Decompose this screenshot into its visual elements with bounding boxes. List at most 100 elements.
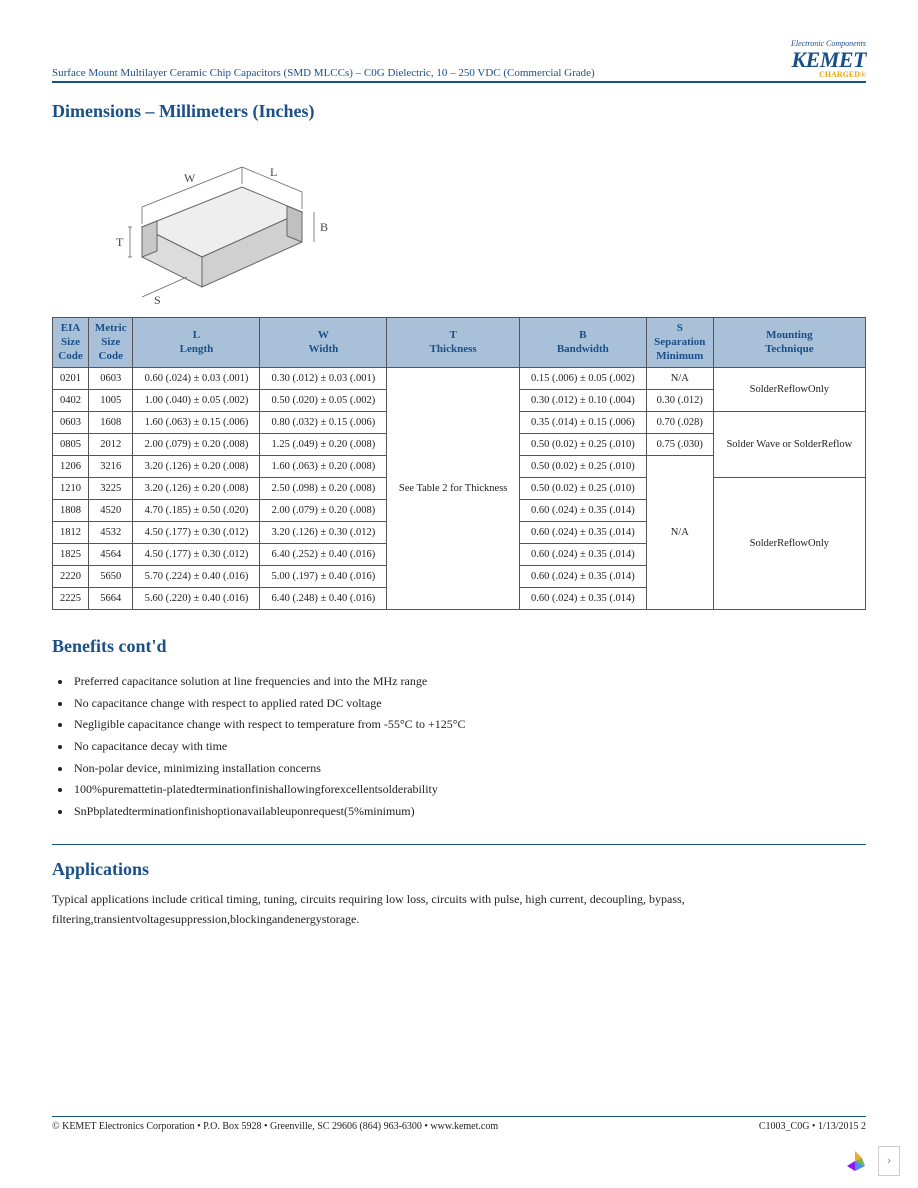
table-cell: 0.35 (.014) ± 0.15 (.006) [519, 412, 646, 434]
table-cell: 4520 [89, 500, 133, 522]
list-item: Non-polar device, minimizing installatio… [72, 758, 866, 780]
table-cell: 0.60 (.024) ± 0.03 (.001) [133, 368, 260, 390]
table-cell: 5.70 (.224) ± 0.40 (.016) [133, 566, 260, 588]
table-cell: N/A [646, 368, 713, 390]
table-cell: 2.00 (.079) ± 0.20 (.008) [260, 500, 387, 522]
table-cell: 3216 [89, 456, 133, 478]
applications-text: Typical applications include critical ti… [52, 890, 866, 928]
table-cell: 4.70 (.185) ± 0.50 (.020) [133, 500, 260, 522]
table-cell: 5664 [89, 588, 133, 610]
list-item: Preferred capacitance solution at line f… [72, 671, 866, 693]
table-cell: 0.50 (0.02) ± 0.25 (.010) [519, 456, 646, 478]
document-title: Surface Mount Multilayer Ceramic Chip Ca… [52, 67, 595, 79]
footer-right: C1003_C0G • 1/13/2015 2 [759, 1121, 866, 1132]
table-cell: 0.15 (.006) ± 0.05 (.002) [519, 368, 646, 390]
table-cell: 0201 [53, 368, 89, 390]
table-cell: 2.00 (.079) ± 0.20 (.008) [133, 434, 260, 456]
table-cell: 6.40 (.248) ± 0.40 (.016) [260, 588, 387, 610]
applications-heading: Applications [52, 859, 866, 880]
table-cell: 4532 [89, 522, 133, 544]
table-cell: 2220 [53, 566, 89, 588]
table-cell: 0.60 (.024) ± 0.35 (.014) [519, 566, 646, 588]
benefits-list: Preferred capacitance solution at line f… [72, 671, 866, 822]
table-cell: SolderReflowOnly [713, 368, 865, 412]
table-cell: 1812 [53, 522, 89, 544]
diagram-label-w: W [184, 171, 196, 185]
table-cell: 4.50 (.177) ± 0.30 (.012) [133, 544, 260, 566]
table-cell: 3.20 (.126) ± 0.30 (.012) [260, 522, 387, 544]
table-cell: 1825 [53, 544, 89, 566]
nav-logo-icon [842, 1148, 868, 1174]
table-header-cell: EIASizeCode [53, 318, 89, 368]
table-cell: 1808 [53, 500, 89, 522]
dimensions-heading: Dimensions – Millimeters (Inches) [52, 101, 866, 122]
table-cell: 0805 [53, 434, 89, 456]
table-cell: 3.20 (.126) ± 0.20 (.008) [133, 478, 260, 500]
diagram-label-s: S [154, 293, 161, 307]
table-cell: 1.60 (.063) ± 0.20 (.008) [260, 456, 387, 478]
list-item: Negligible capacitance change with respe… [72, 714, 866, 736]
diagram-label-t: T [116, 235, 124, 249]
table-cell: 0402 [53, 390, 89, 412]
table-cell: 4.50 (.177) ± 0.30 (.012) [133, 522, 260, 544]
table-cell: 0.80 (.032) ± 0.15 (.006) [260, 412, 387, 434]
table-header-cell: MetricSizeCode [89, 318, 133, 368]
table-cell: 1206 [53, 456, 89, 478]
table-cell: 0.75 (.030) [646, 434, 713, 456]
table-cell: 0603 [53, 412, 89, 434]
list-item: 100%puremattetin-platedterminationfinish… [72, 779, 866, 801]
benefits-heading: Benefits cont'd [52, 636, 866, 657]
section-divider [52, 844, 866, 845]
page-footer: © KEMET Electronics Corporation • P.O. B… [52, 1116, 866, 1132]
table-cell: 0.30 (.012) ± 0.03 (.001) [260, 368, 387, 390]
table-row: 020106030.60 (.024) ± 0.03 (.001)0.30 (.… [53, 368, 866, 390]
page-content: Surface Mount Multilayer Ceramic Chip Ca… [0, 0, 918, 929]
table-cell: N/A [646, 456, 713, 610]
table-cell: 0.60 (.024) ± 0.35 (.014) [519, 544, 646, 566]
table-cell: 0603 [89, 368, 133, 390]
table-cell: 1608 [89, 412, 133, 434]
table-cell: 2.50 (.098) ± 0.20 (.008) [260, 478, 387, 500]
diagram-label-b: B [320, 220, 328, 234]
table-cell: 1.60 (.063) ± 0.15 (.006) [133, 412, 260, 434]
table-cell: 0.60 (.024) ± 0.35 (.014) [519, 588, 646, 610]
table-header-cell: BBandwidth [519, 318, 646, 368]
list-item: SnPbplatedterminationfinishoptionavailab… [72, 801, 866, 823]
table-cell: 2012 [89, 434, 133, 456]
table-cell: 0.60 (.024) ± 0.35 (.014) [519, 500, 646, 522]
logo-subtext: CHARGED® [791, 71, 866, 79]
table-cell: 5.00 (.197) ± 0.40 (.016) [260, 566, 387, 588]
brand-logo: Electronic Components KEMET CHARGED® [791, 40, 866, 79]
table-header-cell: WWidth [260, 318, 387, 368]
table-header-cell: MountingTechnique [713, 318, 865, 368]
table-cell: SolderReflowOnly [713, 478, 865, 610]
diagram-label-l: L [270, 165, 277, 179]
table-cell: 3225 [89, 478, 133, 500]
dimensions-table: EIASizeCodeMetricSizeCodeLLengthWWidthTT… [52, 317, 866, 610]
table-cell: 0.50 (0.02) ± 0.25 (.010) [519, 434, 646, 456]
table-cell: 0.30 (.012) ± 0.10 (.004) [519, 390, 646, 412]
page-nav-widget: › [842, 1146, 900, 1176]
table-cell: 5650 [89, 566, 133, 588]
table-cell: 0.50 (.020) ± 0.05 (.002) [260, 390, 387, 412]
table-cell: 5.60 (.220) ± 0.40 (.016) [133, 588, 260, 610]
list-item: No capacitance change with respect to ap… [72, 693, 866, 715]
table-cell: 6.40 (.252) ± 0.40 (.016) [260, 544, 387, 566]
list-item: No capacitance decay with time [72, 736, 866, 758]
table-header-cell: TThickness [387, 318, 519, 368]
table-header-cell: SSeparationMinimum [646, 318, 713, 368]
table-cell: 4564 [89, 544, 133, 566]
table-cell: 1.25 (.049) ± 0.20 (.008) [260, 434, 387, 456]
table-cell: 0.60 (.024) ± 0.35 (.014) [519, 522, 646, 544]
table-cell: See Table 2 for Thickness [387, 368, 519, 610]
footer-left: © KEMET Electronics Corporation • P.O. B… [52, 1121, 498, 1132]
table-header-cell: LLength [133, 318, 260, 368]
table-cell: Solder Wave or SolderReflow [713, 412, 865, 478]
table-cell: 0.30 (.012) [646, 390, 713, 412]
table-cell: 3.20 (.126) ± 0.20 (.008) [133, 456, 260, 478]
table-cell: 0.70 (.028) [646, 412, 713, 434]
table-cell: 1.00 (.040) ± 0.05 (.002) [133, 390, 260, 412]
table-cell: 0.50 (0.02) ± 0.25 (.010) [519, 478, 646, 500]
next-page-button[interactable]: › [878, 1146, 900, 1176]
page-header: Surface Mount Multilayer Ceramic Chip Ca… [52, 40, 866, 83]
